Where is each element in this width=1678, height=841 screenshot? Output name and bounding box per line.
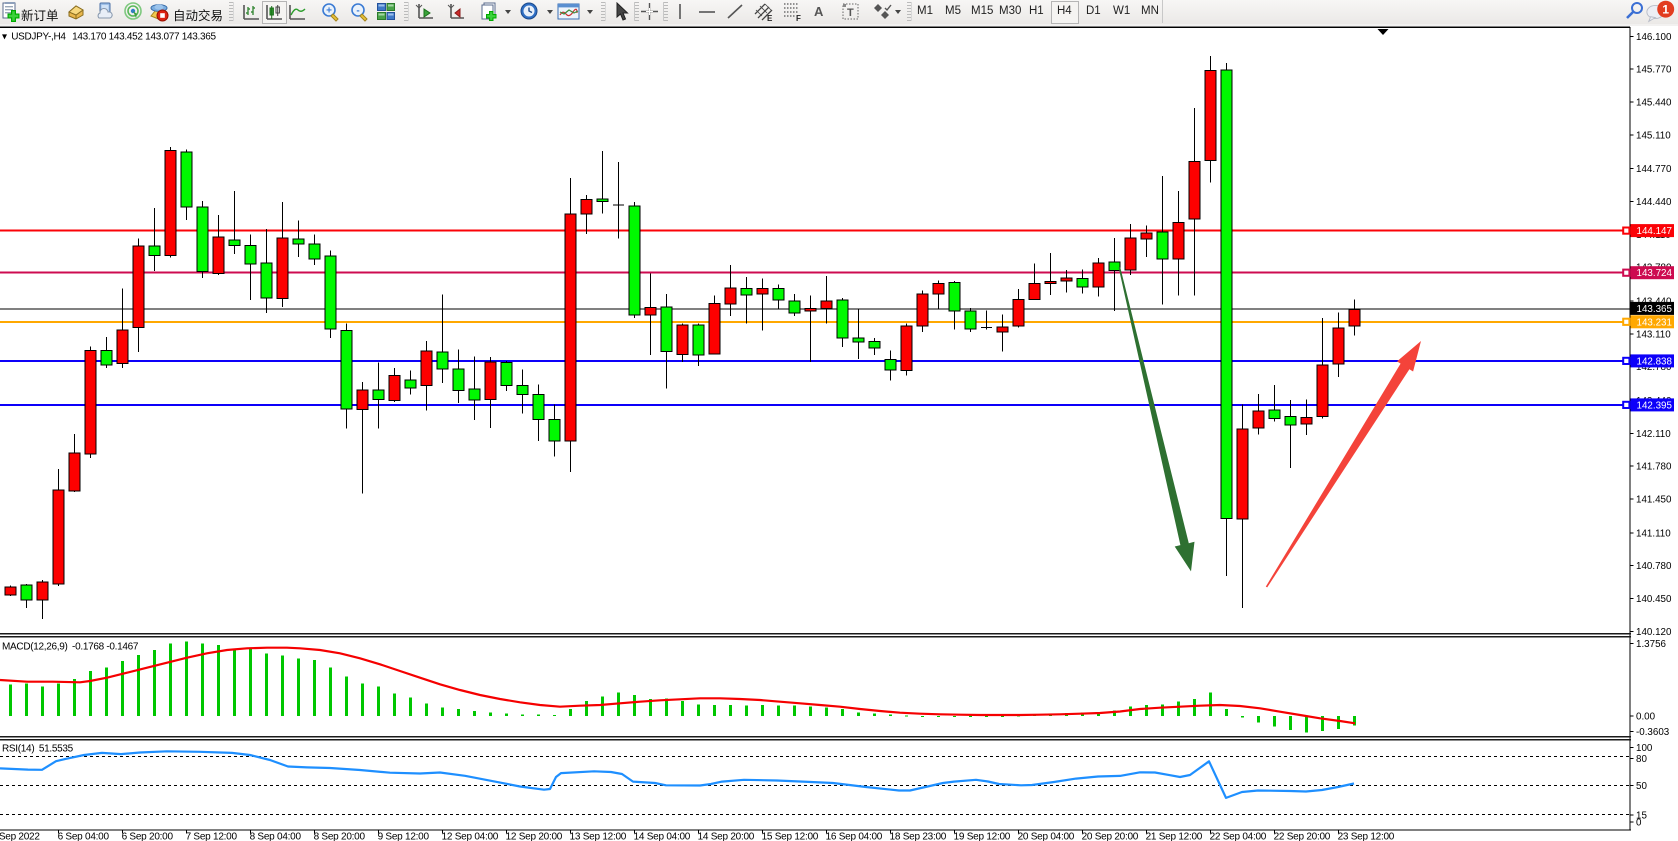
svg-text:141.780: 141.780	[1636, 462, 1672, 473]
svg-text:143.724: 143.724	[1637, 268, 1673, 279]
svg-text:▾ USDJPY-,H4 143.170 143.452 1: ▾ USDJPY-,H4 143.170 143.452 143.077 143…	[2, 32, 216, 43]
svg-text:13 Sep 12:00: 13 Sep 12:00	[570, 832, 627, 841]
svg-text:12 Sep 20:00: 12 Sep 20:00	[506, 832, 563, 841]
svg-text:-: -	[356, 6, 359, 17]
svg-text:144.147: 144.147	[1637, 226, 1672, 237]
svg-text:50: 50	[1636, 781, 1647, 792]
svg-text:22 Sep 20:00: 22 Sep 20:00	[1274, 832, 1331, 841]
svg-text:143.231: 143.231	[1637, 317, 1672, 328]
svg-text:14 Sep 04:00: 14 Sep 04:00	[634, 832, 691, 841]
svg-text:144.770: 144.770	[1636, 164, 1672, 175]
svg-text:8 Sep 04:00: 8 Sep 04:00	[250, 832, 302, 841]
svg-text:9 Sep 12:00: 9 Sep 12:00	[378, 832, 430, 841]
svg-text:5 Sep 2022: 5 Sep 2022	[0, 832, 40, 841]
svg-text:21 Sep 12:00: 21 Sep 12:00	[1146, 832, 1203, 841]
svg-text:15 Sep 12:00: 15 Sep 12:00	[762, 832, 819, 841]
svg-text:142.838: 142.838	[1637, 356, 1673, 367]
svg-text:F: F	[796, 14, 801, 22]
svg-text:14 Sep 20:00: 14 Sep 20:00	[698, 832, 755, 841]
svg-text:12 Sep 04:00: 12 Sep 04:00	[442, 832, 499, 841]
svg-text:16 Sep 04:00: 16 Sep 04:00	[826, 832, 883, 841]
svg-text:140.780: 140.780	[1636, 561, 1672, 572]
svg-text:+: +	[326, 6, 332, 17]
svg-text:6 Sep 04:00: 6 Sep 04:00	[58, 832, 110, 841]
svg-text:142.395: 142.395	[1637, 400, 1673, 411]
svg-text:1.3756: 1.3756	[1636, 639, 1667, 650]
svg-text:E: E	[767, 14, 773, 22]
svg-text:143.110: 143.110	[1636, 329, 1671, 340]
svg-text:22 Sep 04:00: 22 Sep 04:00	[1210, 832, 1267, 841]
svg-text:23 Sep 12:00: 23 Sep 12:00	[1338, 832, 1395, 841]
svg-text:141.110: 141.110	[1636, 528, 1671, 539]
svg-text:143.365: 143.365	[1637, 304, 1673, 315]
svg-text:80: 80	[1636, 754, 1647, 765]
svg-text:0: 0	[1636, 818, 1642, 829]
svg-text:142.780: 142.780	[1636, 362, 1672, 373]
svg-text:18 Sep 23:00: 18 Sep 23:00	[890, 832, 947, 841]
svg-text:140.120: 140.120	[1636, 627, 1672, 638]
svg-text:145.440: 145.440	[1636, 98, 1672, 109]
svg-text:145.110: 145.110	[1636, 130, 1671, 141]
svg-text:142.110: 142.110	[1636, 429, 1671, 440]
svg-text:RSI(14) 51.5535: RSI(14) 51.5535	[2, 744, 74, 755]
svg-text:1: 1	[1662, 2, 1669, 16]
svg-text:-0.3603: -0.3603	[1636, 727, 1670, 738]
svg-text:6 Sep 20:00: 6 Sep 20:00	[122, 832, 174, 841]
svg-text:145.770: 145.770	[1636, 65, 1672, 76]
svg-text:19 Sep 12:00: 19 Sep 12:00	[954, 832, 1011, 841]
svg-text:15: 15	[1636, 811, 1647, 822]
svg-text:8 Sep 20:00: 8 Sep 20:00	[314, 832, 366, 841]
svg-text:144.440: 144.440	[1636, 197, 1672, 208]
svg-text:100: 100	[1636, 743, 1653, 754]
svg-text:T: T	[847, 7, 854, 19]
svg-text:141.450: 141.450	[1636, 495, 1672, 506]
svg-text:146.100: 146.100	[1636, 32, 1672, 43]
svg-text:140.450: 140.450	[1636, 594, 1672, 605]
svg-text:7 Sep 12:00: 7 Sep 12:00	[186, 832, 238, 841]
svg-text:20 Sep 20:00: 20 Sep 20:00	[1082, 832, 1139, 841]
svg-text:0.00: 0.00	[1636, 712, 1656, 723]
svg-text:20 Sep 04:00: 20 Sep 04:00	[1018, 832, 1075, 841]
